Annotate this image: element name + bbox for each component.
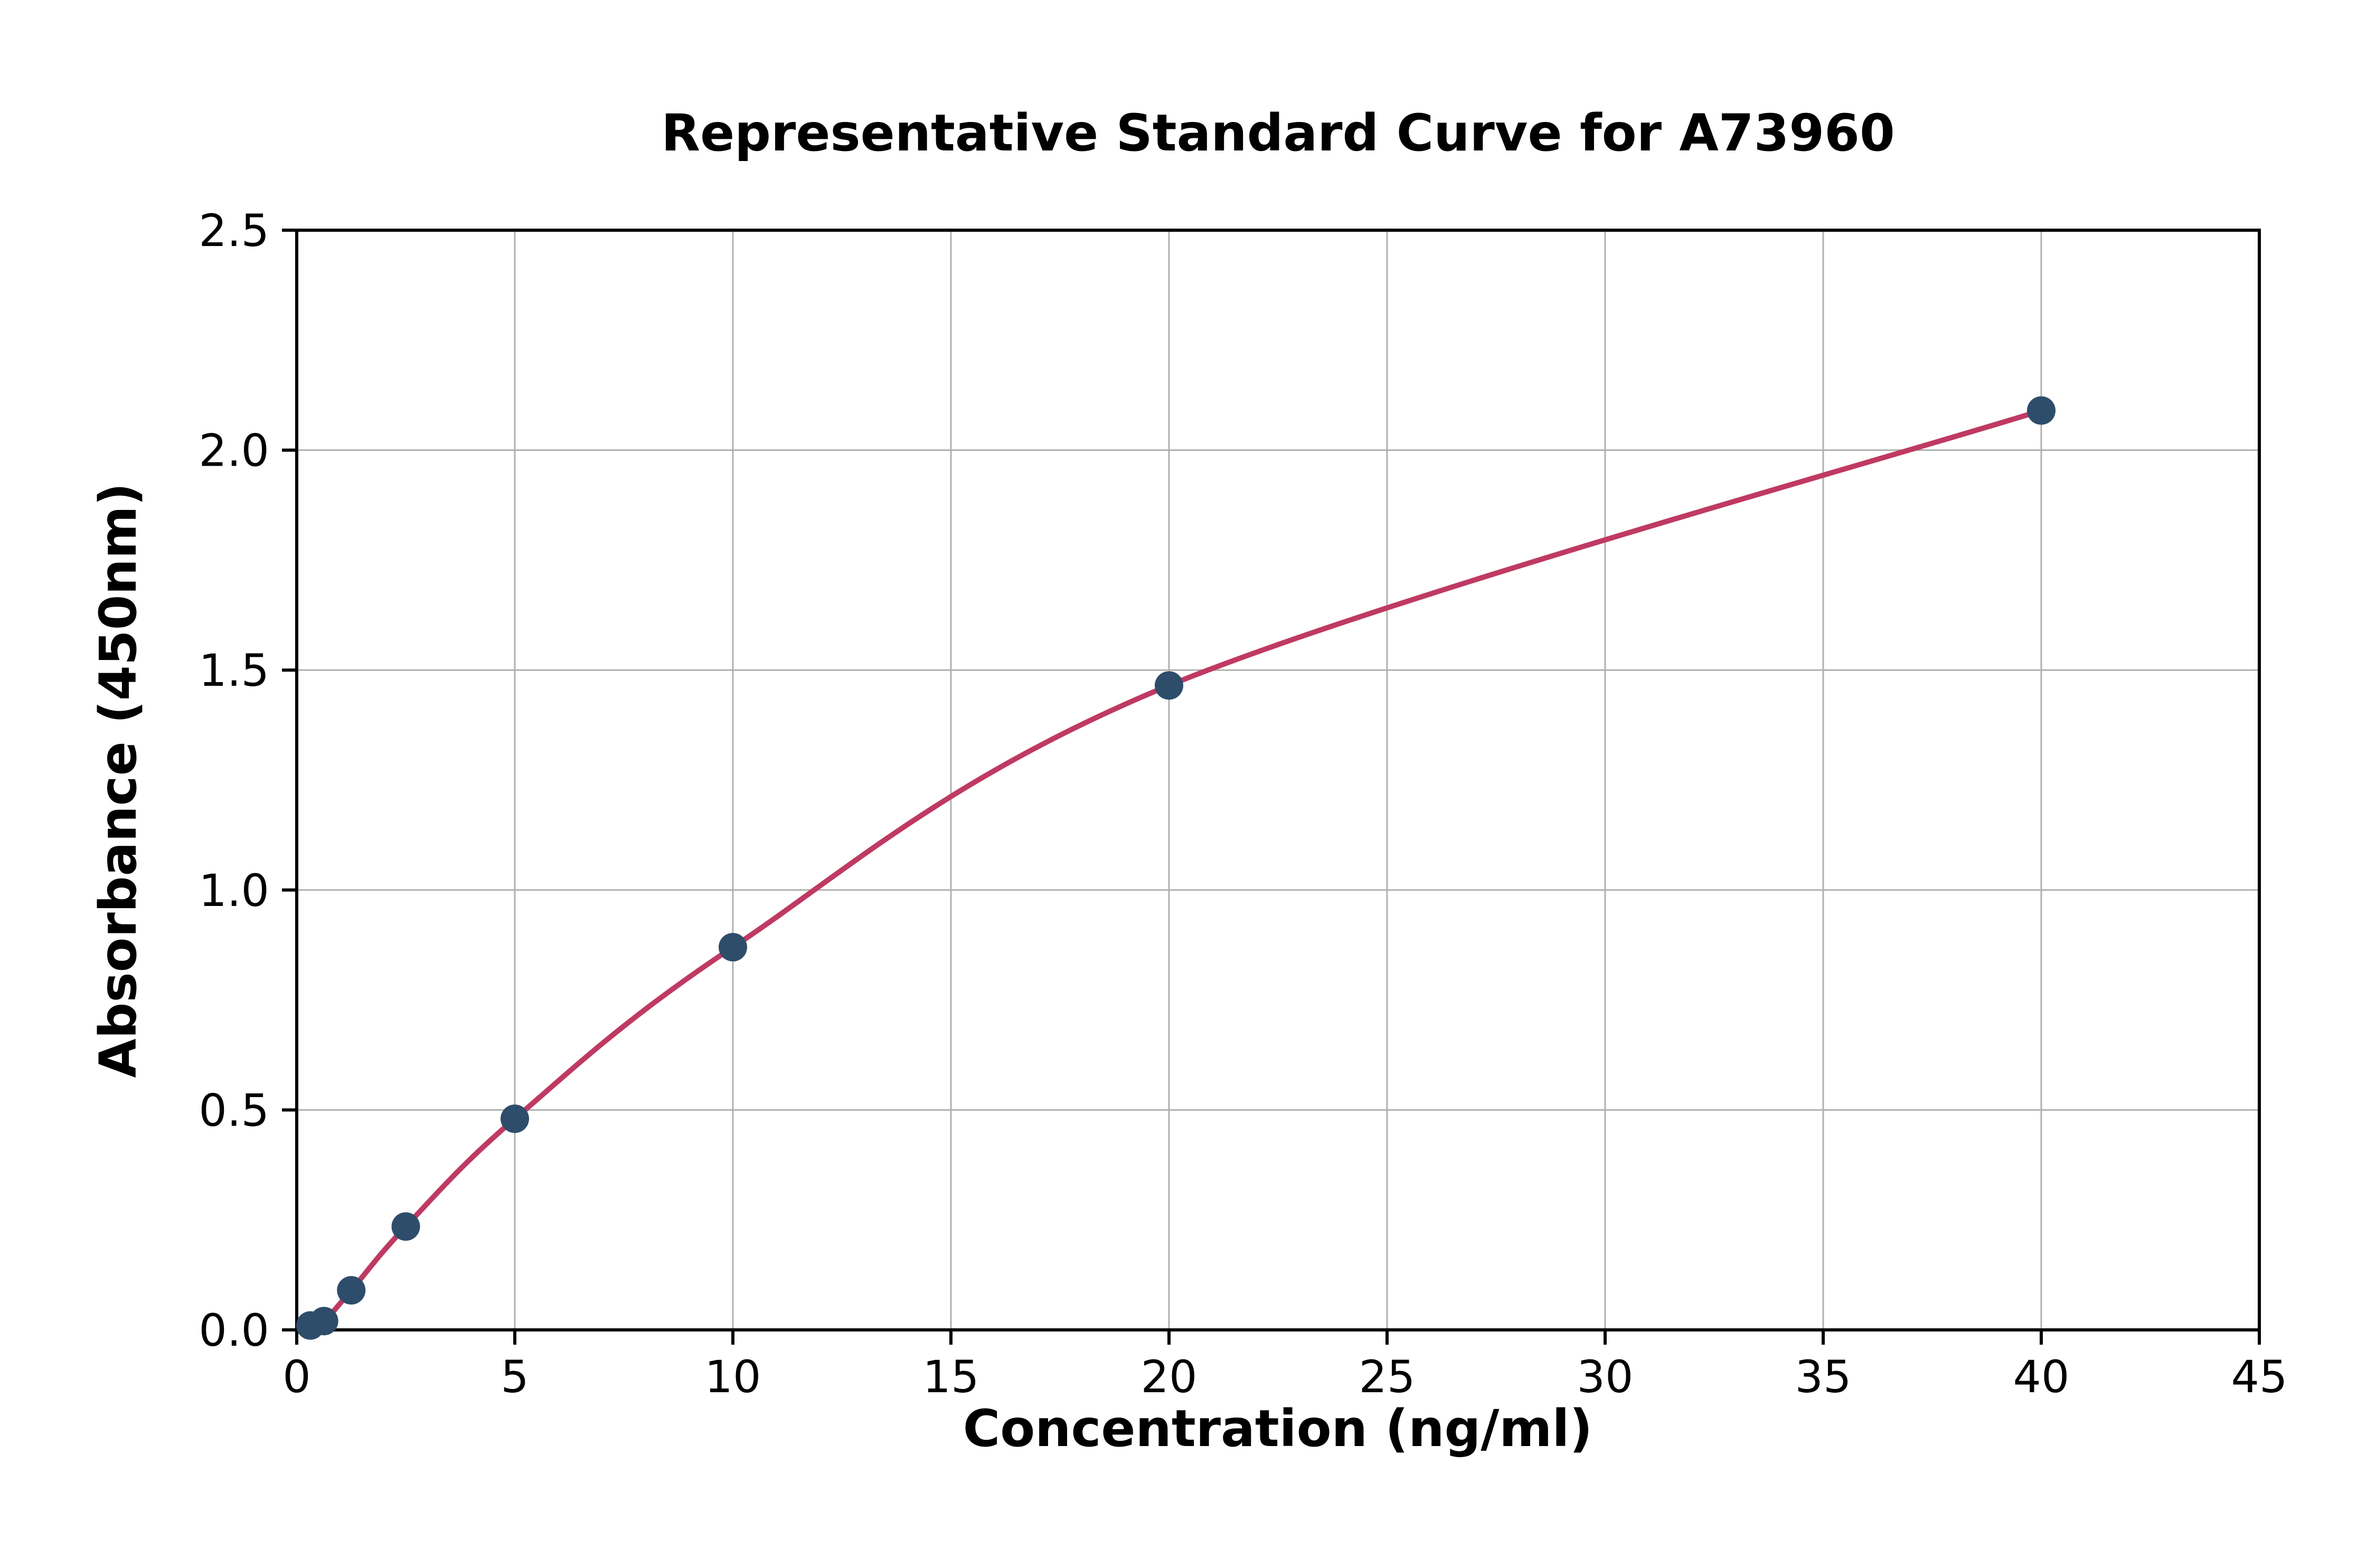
svg-text:40: 40 [2013,1351,2070,1403]
svg-text:1.0: 1.0 [199,865,269,917]
chart-title: Representative Standard Curve for A73960 [661,103,1895,163]
svg-text:25: 25 [1359,1351,1416,1403]
svg-text:10: 10 [705,1351,761,1403]
svg-text:30: 30 [1577,1351,1634,1403]
svg-text:15: 15 [923,1351,979,1403]
svg-text:45: 45 [2231,1351,2288,1403]
svg-text:5: 5 [501,1351,529,1403]
svg-text:0: 0 [282,1351,310,1403]
svg-text:2.5: 2.5 [199,205,269,257]
x-axis-label: Concentration (ng/ml) [963,1399,1593,1458]
svg-text:0.5: 0.5 [199,1084,269,1136]
svg-text:35: 35 [1795,1351,1852,1403]
svg-text:0.0: 0.0 [199,1305,269,1356]
svg-text:2.0: 2.0 [199,425,269,477]
svg-text:1.5: 1.5 [199,645,269,696]
svg-text:20: 20 [1141,1351,1198,1403]
